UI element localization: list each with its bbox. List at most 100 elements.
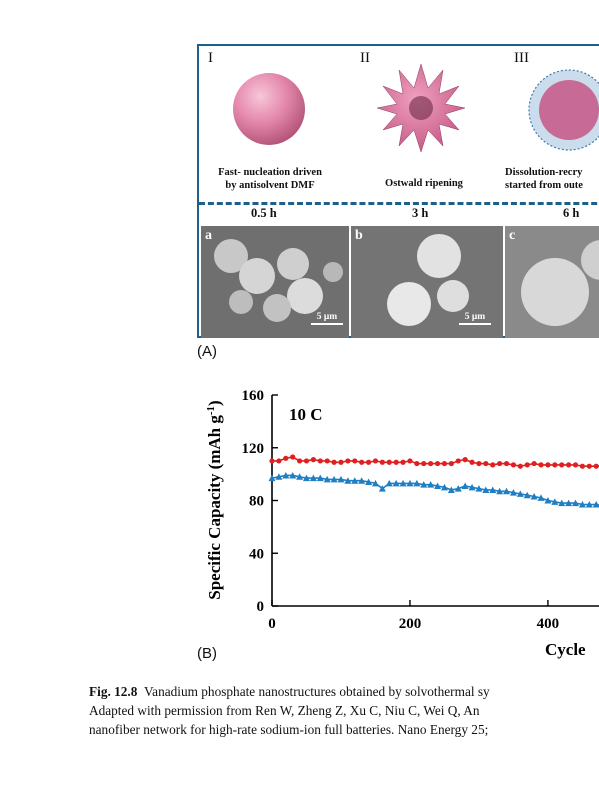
series-0-point-8	[324, 458, 330, 464]
series-1-point-45	[578, 500, 586, 508]
series-0-point-41	[552, 462, 558, 468]
rate-annotation: 10 C	[289, 405, 323, 424]
series-1-point-15	[371, 479, 379, 487]
series-0-point-37	[524, 462, 530, 468]
series-0-point-20	[407, 458, 413, 464]
series-0-point-28	[462, 457, 468, 463]
series-1-point-25	[440, 483, 448, 491]
series-0-point-26	[448, 460, 454, 467]
series-1-point-26	[447, 486, 455, 493]
series-0-point-46	[586, 463, 592, 469]
y-tick-label-0: 0	[257, 599, 265, 615]
series-1-point-20	[406, 479, 414, 487]
sem-letter-b: b	[355, 228, 363, 243]
sem-image-b: b 5 μm	[351, 226, 503, 338]
series-1-point-6	[309, 474, 317, 482]
series-1-point-32	[489, 486, 497, 493]
y-tick-label-2: 80	[249, 494, 264, 510]
series-1-point-14	[365, 478, 373, 486]
caption-line-3: nanofiber network for high-rate sodium-i…	[89, 722, 489, 737]
panel-b-tag: (B)	[197, 645, 217, 662]
series-0-point-6	[310, 457, 316, 463]
series-1-point-37	[523, 491, 531, 499]
series-1-point-33	[496, 487, 504, 495]
series-1-point-44	[572, 499, 580, 507]
series-0-point-9	[331, 459, 337, 465]
series-0-point-44	[572, 462, 579, 468]
series-0-point-7	[317, 458, 323, 464]
series-1-point-47	[592, 500, 599, 508]
series-1-point-31	[482, 486, 490, 493]
stage-1-label: I	[208, 50, 213, 66]
series-1-point-18	[392, 479, 400, 487]
series-1-point-36	[516, 490, 524, 497]
series-1-point-19	[399, 479, 407, 487]
urchin-icon	[376, 63, 466, 153]
caption-line-1: Vanadium phosphate nanostructures obtain…	[144, 684, 490, 699]
cycling-chart: 0 40 80 120 160 0 200 400 Specific Capacity (mA…	[205, 388, 599, 659]
series-1-point-8	[323, 475, 331, 483]
series-0-point-11	[345, 458, 351, 464]
series-0-point-39	[538, 462, 544, 468]
series-0-point-45	[579, 463, 586, 469]
series-0-point-29	[469, 459, 475, 465]
y-tick-label-3: 120	[242, 441, 265, 457]
series-1-point-41	[551, 498, 559, 505]
series-0-point-24	[434, 460, 441, 467]
series-0-point-22	[421, 460, 427, 467]
series-1-point-23	[427, 481, 435, 488]
series-0-point-35	[510, 462, 517, 468]
series-1-point-39	[537, 494, 545, 501]
series-0-point-33	[497, 460, 503, 467]
series-1-point-28	[461, 482, 469, 489]
series-0-point-43	[566, 462, 572, 468]
series-0-point-38	[531, 460, 537, 467]
series-1-point-17	[385, 479, 393, 487]
sem-image-a: a 5 μm	[201, 226, 349, 338]
series-0-point-40	[545, 462, 551, 468]
series-0-point-3	[290, 454, 296, 460]
series-0-point-2	[283, 455, 289, 461]
series-0-point-13	[359, 459, 365, 465]
dashed-divider	[199, 202, 599, 205]
series-0-point-32	[490, 462, 496, 468]
x-axis-label: Cycle	[545, 640, 586, 659]
series-0-point-21	[414, 460, 420, 467]
time-label-1: 0.5 h	[251, 206, 277, 220]
scale-bar-a: 5 μm	[311, 312, 343, 325]
series-0-point-36	[517, 463, 523, 469]
series-0-point-34	[503, 460, 510, 467]
series-0-point-5	[303, 458, 310, 464]
y-axis-label: Specific Capacity (mAh g-1)	[205, 400, 224, 599]
series-0-point-47	[593, 463, 599, 469]
figure-caption: Fig. 12.8 Vanadium phosphate nanostructu…	[89, 682, 599, 739]
x-tick-label-1: 200	[399, 616, 422, 632]
series-1-point-21	[413, 479, 421, 487]
sem-image-c: c	[505, 226, 599, 338]
series-0-point-19	[400, 459, 406, 465]
stage-2-label: II	[360, 50, 370, 66]
series-0-point-4	[296, 458, 303, 464]
series-1-point-0	[268, 474, 276, 482]
x-tick-label-2: 400	[537, 616, 560, 632]
series-1-point-38	[530, 493, 538, 500]
series-1-point-3	[289, 471, 297, 479]
figure-label: Fig. 12.8	[89, 684, 138, 699]
series-1-point-16	[378, 485, 386, 492]
series-1-point-4	[296, 473, 304, 480]
sem-letter-c: c	[509, 228, 516, 243]
series-1-point-34	[503, 487, 511, 495]
series-0-point-15	[372, 458, 379, 464]
series-1-point-12	[351, 477, 359, 484]
sem-letter-a: a	[205, 228, 212, 243]
stage-3-desc: Dissolution-recry started from oute	[505, 167, 583, 191]
series-1-point-7	[316, 474, 324, 482]
stage-1-desc: Fast- nucleation driven by antisolvent D…	[218, 167, 322, 191]
series-0-point-1	[276, 458, 282, 464]
time-label-3: 6 h	[563, 206, 580, 220]
series-1-point-42	[558, 499, 566, 507]
series-1-point-30	[475, 485, 483, 492]
series-0-point-42	[559, 462, 565, 468]
series-0-point-23	[428, 460, 434, 467]
series-0-point-12	[352, 458, 358, 464]
